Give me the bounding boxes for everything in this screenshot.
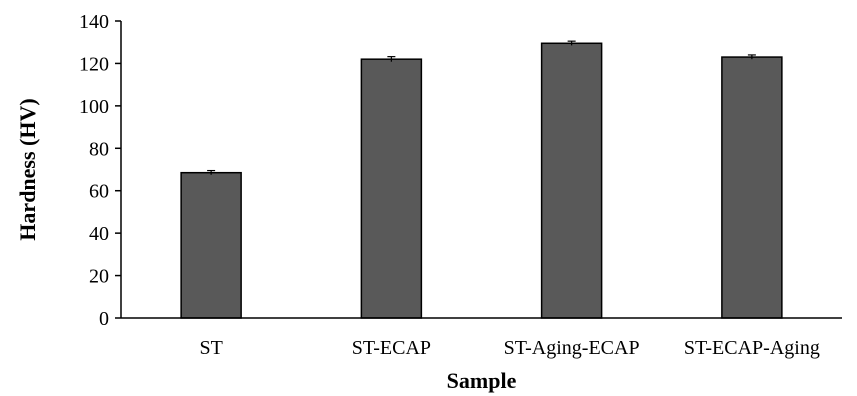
- bar-st-aging-ecap: [540, 42, 603, 319]
- x-tick-label: ST: [199, 337, 222, 359]
- y-tick-label: 60: [89, 181, 109, 203]
- bar-st-ecap: [360, 58, 423, 319]
- bar-st: [180, 171, 242, 319]
- y-tick-label: 0: [99, 308, 109, 330]
- bars: [180, 42, 783, 319]
- error-bars: [207, 40, 756, 175]
- error-bar: [387, 56, 396, 62]
- x-axis-title: Sample: [447, 368, 517, 393]
- x-axis-tick-labels: ST ST-ECAP ST-Aging-ECAP ST-ECAP-Aging: [199, 337, 819, 359]
- error-bar: [747, 54, 756, 60]
- x-tick-label: ST-ECAP-Aging: [684, 337, 820, 359]
- x-tick-label: ST-Aging-ECAP: [504, 337, 640, 359]
- y-tick-label: 120: [79, 53, 109, 75]
- bar-st-ecap-aging: [721, 56, 783, 319]
- y-tick-label: 140: [79, 11, 109, 33]
- y-axis-title: Hardness (HV): [15, 98, 40, 240]
- y-tick-label: 100: [79, 96, 109, 118]
- error-bar: [567, 40, 576, 46]
- y-tick-label: 20: [89, 266, 109, 288]
- y-tick-label: 80: [89, 138, 109, 160]
- y-axis-ticks: 0 20 40 60 80 100 120 140: [79, 11, 121, 330]
- y-tick-label: 40: [89, 223, 109, 245]
- x-tick-label: ST-ECAP: [352, 337, 431, 359]
- error-bar: [207, 169, 216, 175]
